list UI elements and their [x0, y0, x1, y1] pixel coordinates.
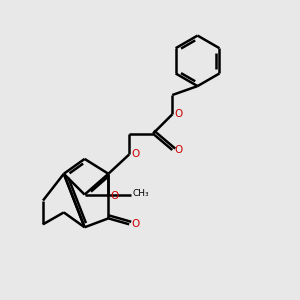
- Text: CH₃: CH₃: [133, 189, 149, 198]
- Text: O: O: [110, 191, 118, 201]
- Text: O: O: [132, 149, 140, 160]
- Text: O: O: [175, 109, 183, 119]
- Text: O: O: [132, 219, 140, 229]
- Text: O: O: [175, 145, 183, 155]
